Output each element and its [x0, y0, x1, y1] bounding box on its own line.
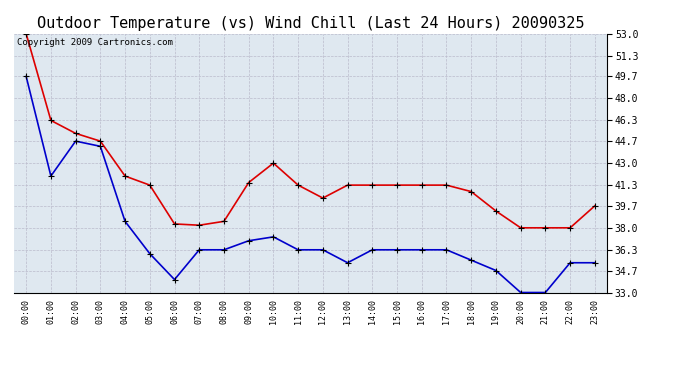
Text: Copyright 2009 Cartronics.com: Copyright 2009 Cartronics.com: [17, 38, 172, 46]
Title: Outdoor Temperature (vs) Wind Chill (Last 24 Hours) 20090325: Outdoor Temperature (vs) Wind Chill (Las…: [37, 16, 584, 31]
